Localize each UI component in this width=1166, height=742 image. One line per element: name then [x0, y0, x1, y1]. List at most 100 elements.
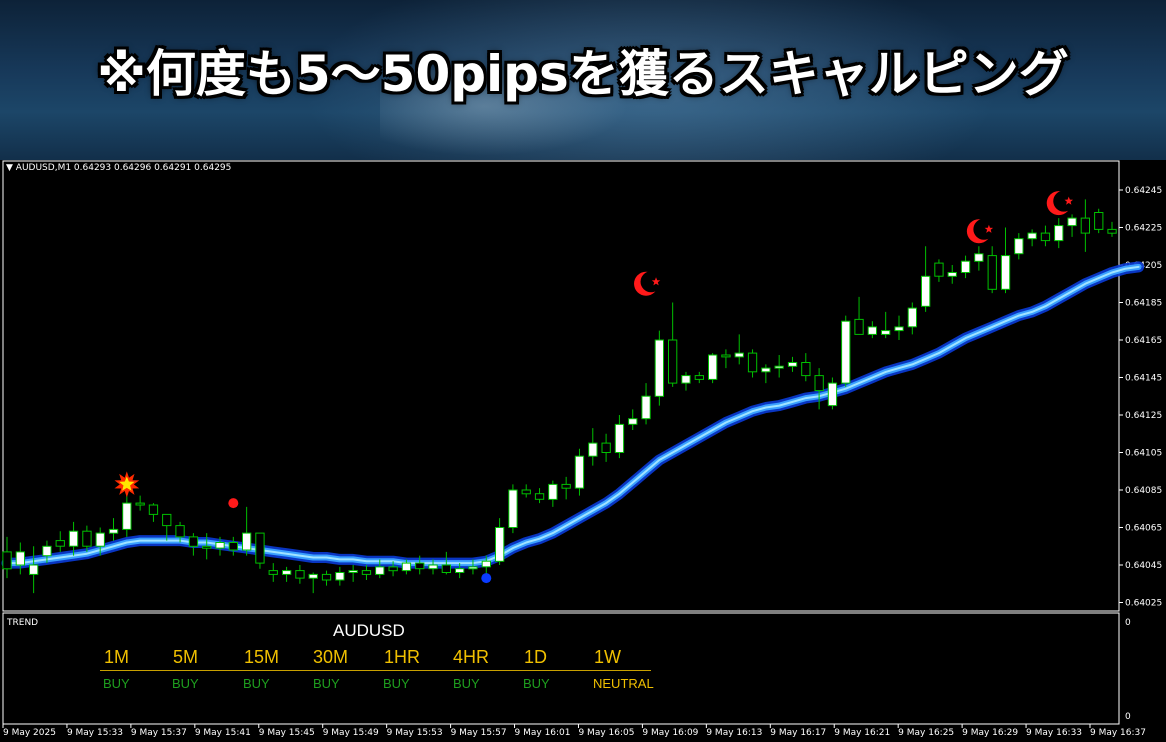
panel-scale-bottom: 0 — [1125, 712, 1131, 722]
candle — [361, 570, 372, 575]
candle — [388, 566, 398, 572]
banner-glow — [300, 0, 1000, 160]
signal-1w: NEUTRAL — [593, 676, 654, 691]
candle — [854, 318, 864, 335]
candle — [721, 354, 731, 358]
candle — [481, 560, 492, 568]
candle — [521, 489, 531, 495]
signal-1hr: BUY — [383, 676, 410, 691]
candle — [934, 262, 944, 277]
banner: ※何度も5～50pipsを獲るスキャルピング — [0, 0, 1166, 160]
candle — [441, 564, 452, 573]
candle — [1080, 217, 1090, 234]
candle — [135, 502, 145, 506]
candle — [401, 562, 412, 572]
x-tick-label: 9 May 15:33 — [67, 728, 123, 738]
y-tick-label: 0.64085 — [1125, 486, 1162, 496]
y-tick-label: 0.64225 — [1125, 224, 1162, 234]
star-icon — [119, 476, 135, 491]
candle — [561, 483, 571, 489]
signal-5m: BUY — [172, 676, 199, 691]
y-tick-label: 0.64045 — [1125, 561, 1162, 571]
tf-divider — [100, 670, 651, 671]
moon-cutout — [1053, 190, 1075, 212]
candle — [921, 275, 931, 307]
moon-star — [651, 277, 661, 286]
moon-star — [984, 224, 994, 233]
tf-5m: 5M — [173, 647, 199, 667]
tf-4hr: 4HR — [453, 647, 490, 667]
x-tick-label: 9 May 16:33 — [1026, 728, 1082, 738]
candle — [907, 307, 918, 328]
banner-map-texture — [380, 70, 640, 160]
x-tick-label: 9 May 15:37 — [131, 728, 187, 738]
candle — [428, 564, 438, 570]
panel-scale-top: 0 — [1125, 618, 1131, 628]
moon-cutout — [640, 271, 662, 293]
candle — [188, 536, 199, 547]
candle — [282, 570, 292, 575]
candle — [628, 418, 638, 425]
candle — [588, 442, 598, 457]
candle — [1094, 212, 1104, 230]
candle — [1054, 225, 1064, 242]
candle — [42, 545, 52, 557]
x-tick-label: 9 May 16:13 — [706, 728, 762, 738]
tf-30m: 30M — [313, 647, 349, 667]
candle — [601, 442, 611, 454]
x-tick-label: 9 May 15:53 — [387, 728, 443, 738]
candle — [841, 320, 851, 384]
x-tick-label: 9 May 16:17 — [770, 728, 826, 738]
x-tick-label: 9 May 15:57 — [451, 728, 507, 738]
y-tick-label: 0.64145 — [1125, 374, 1162, 384]
candle — [641, 395, 651, 420]
candle — [255, 532, 265, 564]
trend-symbol: AUDUSD — [333, 621, 405, 640]
candle — [455, 568, 465, 574]
candle — [801, 362, 811, 377]
candle — [947, 272, 957, 277]
x-tick-label: 9 May 15:45 — [259, 728, 315, 738]
x-tick-label: 9 May 16:05 — [578, 728, 634, 738]
candle — [694, 375, 705, 380]
x-tick-label: 9 May 15:41 — [195, 728, 251, 738]
candle — [881, 330, 891, 335]
candle — [894, 326, 904, 332]
candle — [268, 570, 278, 575]
x-tick-label: 9 May 16:29 — [962, 728, 1018, 738]
candle — [468, 566, 478, 570]
y-tick-label: 0.64185 — [1125, 299, 1162, 309]
y-tick-label: 0.64125 — [1125, 411, 1162, 421]
candle — [1027, 232, 1037, 240]
candle — [1040, 232, 1051, 242]
collapse-triangle-icon[interactable]: ▼ — [6, 163, 13, 173]
candle — [122, 502, 132, 530]
candle — [2, 551, 12, 570]
candle — [614, 423, 625, 453]
candle — [29, 564, 39, 575]
y-tick-label: 0.64165 — [1125, 336, 1162, 346]
y-tick-label: 0.64065 — [1125, 524, 1162, 534]
candle — [987, 255, 997, 290]
candle — [827, 382, 838, 407]
candle — [175, 525, 185, 538]
signal-4hr: BUY — [453, 676, 480, 691]
x-tick-label: 9 May 16:21 — [834, 728, 890, 738]
candle — [15, 551, 26, 566]
signal-30m: BUY — [313, 676, 340, 691]
candle — [348, 570, 358, 573]
main-plot-frame — [2, 160, 1120, 612]
candle — [202, 545, 212, 549]
candle — [215, 542, 225, 549]
chart-window[interactable] — [0, 160, 1166, 742]
candle — [375, 566, 385, 575]
tf-1hr: 1HR — [384, 647, 421, 667]
x-tick-label: 9 May 16:25 — [898, 728, 954, 738]
trend-panel-frame — [2, 612, 1120, 725]
tf-1d: 1D — [524, 647, 548, 667]
sell-dot-icon — [228, 498, 239, 509]
candle — [148, 504, 159, 515]
signal-15m: BUY — [243, 676, 270, 691]
candle — [668, 339, 678, 384]
